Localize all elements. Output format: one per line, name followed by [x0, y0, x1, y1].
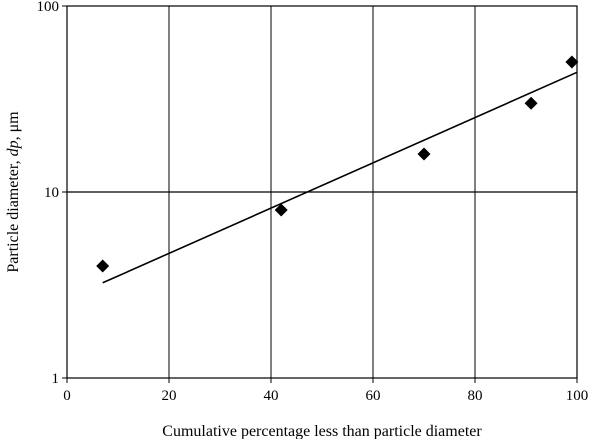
data-point [565, 55, 579, 69]
y-label-prefix: Particle diameter, [5, 156, 22, 272]
y-tick-labels: 1 10 100 [37, 0, 67, 387]
trendline-group [102, 71, 578, 284]
y-tick-label-100: 100 [37, 0, 60, 15]
x-tick-label-100: 100 [566, 388, 589, 404]
x-tick-label-40: 40 [264, 388, 279, 404]
data-point [417, 147, 431, 161]
x-tick-labels: 0 20 40 60 80 100 [63, 378, 588, 404]
trendline [102, 71, 578, 284]
y-tick-label-10: 10 [44, 185, 59, 201]
data-point [96, 259, 110, 273]
data-point [524, 96, 538, 110]
data-points [96, 55, 579, 273]
y-label-variable: dp [5, 140, 22, 156]
grid [67, 6, 577, 378]
x-tick-label-0: 0 [63, 388, 71, 404]
data-point [274, 203, 288, 217]
x-tick-label-60: 60 [366, 388, 381, 404]
x-tick-label-20: 20 [162, 388, 177, 404]
y-tick-label-1: 1 [52, 371, 60, 387]
x-axis-label: Cumulative percentage less than particle… [162, 423, 482, 439]
y-axis-label: Particle diameter, dp, μm [5, 111, 22, 273]
y-label-suffix: , μm [5, 111, 22, 141]
x-tick-label-80: 80 [468, 388, 483, 404]
